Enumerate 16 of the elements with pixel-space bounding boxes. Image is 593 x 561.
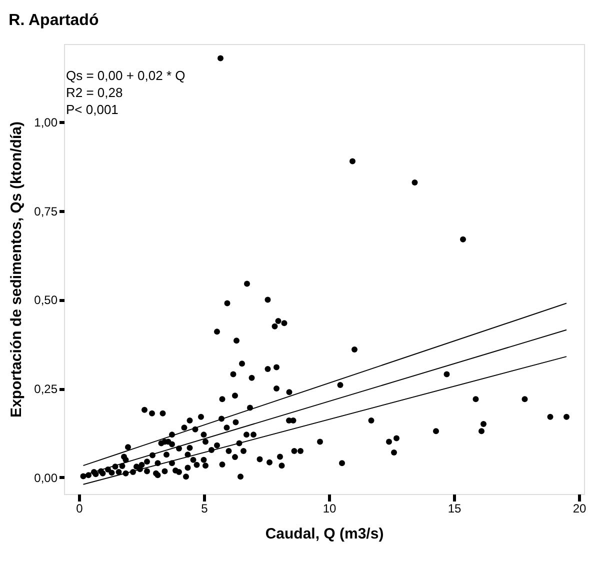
annotation: R2 = 0,28 (66, 85, 123, 100)
y-tick-label: 1,00 (34, 116, 58, 130)
x-tick-label: 20 (572, 502, 586, 516)
x-tick-label: 0 (76, 502, 84, 516)
y-tick-label: 0,00 (34, 470, 58, 485)
y-tick-label: 0,50 (34, 293, 58, 308)
x-axis-title: Caudal, Q (m3/s) (265, 526, 384, 542)
chart-title: R. Apartadó (8, 12, 99, 29)
y-tick-label: 0,25 (34, 382, 58, 396)
y-tick-label: 0,75 (34, 204, 58, 218)
annotation: Qs = 0,00 + 0,02 * Q (66, 68, 186, 83)
x-tick-label: 10 (322, 502, 336, 516)
annotation: P< 0,001 (66, 102, 118, 117)
y-axis-title: Exportación de sedimentos, Qs (kton/día) (8, 122, 26, 418)
x-tick-label: 5 (201, 502, 208, 516)
x-tick-label: 15 (448, 502, 462, 516)
